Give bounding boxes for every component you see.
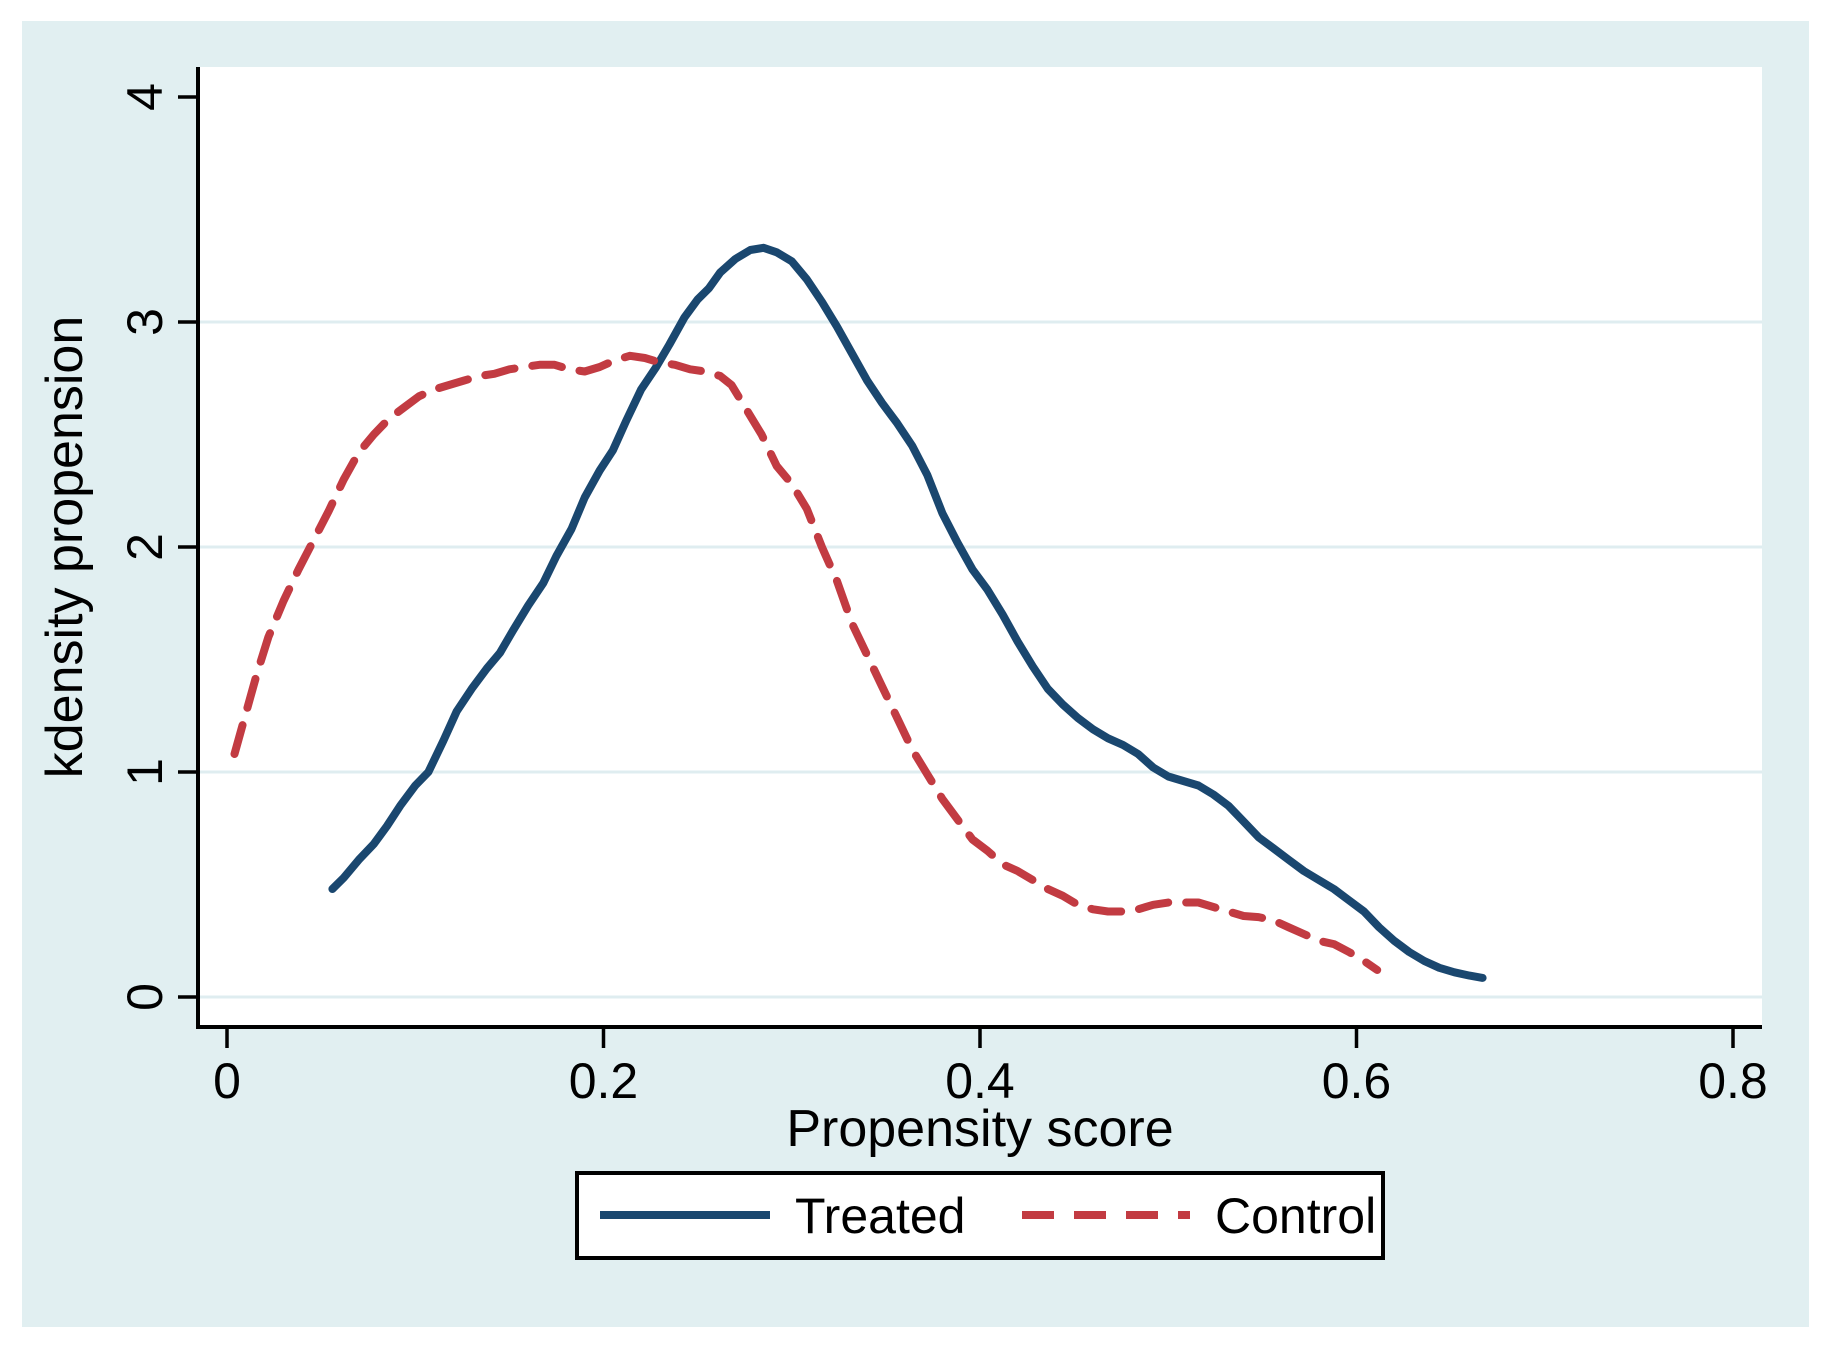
y-tick-label: 3	[117, 308, 173, 336]
x-axis-ticks: 0 0.2 0.4 0.6 0.8	[213, 1027, 1768, 1109]
series-curves	[230, 243, 1487, 982]
control-curve	[230, 351, 1382, 974]
y-axis-ticks: 0 1 2 3 4	[117, 83, 198, 1011]
x-tick-label: 0.8	[1698, 1053, 1768, 1109]
x-tick-label: 0	[213, 1053, 241, 1109]
y-tick-label: 2	[117, 533, 173, 561]
x-axis-title: Propensity score	[786, 1100, 1173, 1158]
y-axis-title: kdensity propension	[36, 316, 94, 779]
y-gridlines	[200, 320, 1762, 999]
x-tick-label: 0.2	[569, 1053, 639, 1109]
legend-label-treated: Treated	[795, 1188, 965, 1244]
y-tick-label: 0	[117, 983, 173, 1011]
legend: Treated Control	[575, 1171, 1385, 1260]
legend-label-control: Control	[1215, 1188, 1376, 1244]
x-tick-label: 0.6	[1322, 1053, 1392, 1109]
x-tick-label: 0.4	[945, 1053, 1015, 1109]
y-tick-label: 1	[117, 758, 173, 786]
treated-curve	[328, 243, 1487, 982]
y-tick-label: 4	[117, 83, 173, 111]
